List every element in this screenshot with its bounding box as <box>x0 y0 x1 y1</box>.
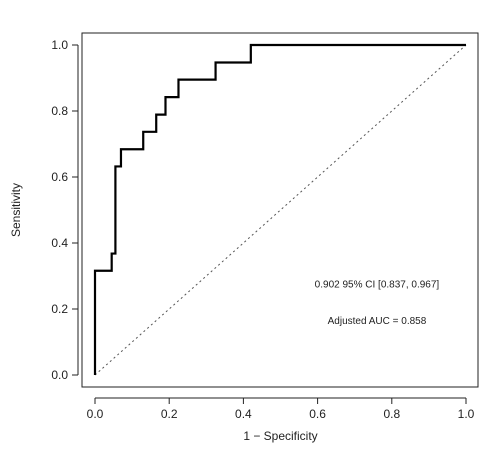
x-tick-label: 0.4 <box>235 407 252 421</box>
y-tick-label: 0.8 <box>51 104 68 118</box>
y-tick-label: 0.0 <box>51 368 68 382</box>
x-tick-label: 0.2 <box>161 407 178 421</box>
y-axis-label: Sensitivity <box>9 183 23 237</box>
plot-frame <box>81 32 479 388</box>
y-tick-label: 0.4 <box>51 236 68 250</box>
y-tick-label: 0.2 <box>51 302 68 316</box>
annotations-group: 0.902 95% CI [0.837, 0.967] Adjusted AUC … <box>315 280 440 327</box>
axes: 0.0 0.2 0.4 0.6 0.8 1.0 0.0 0.2 0.4 0.6 0.8 1.0 <box>51 32 479 421</box>
adjusted-auc-annotation: Adjusted AUC = 0.858 <box>328 316 427 327</box>
y-tick-label: 1.0 <box>51 38 68 52</box>
x-tick-label: 1.0 <box>458 407 475 421</box>
x-tick-label: 0.8 <box>383 407 400 421</box>
x-tick-label: 0.0 <box>87 407 104 421</box>
roc-series-group <box>93 43 466 375</box>
roc-curve-line <box>93 43 466 375</box>
y-tick-label: 0.6 <box>51 170 68 184</box>
auc-ci-annotation: 0.902 95% CI [0.837, 0.967] <box>315 280 440 291</box>
x-tick-label: 0.6 <box>309 407 326 421</box>
x-axis-label: 1 − Specificity <box>243 429 317 443</box>
